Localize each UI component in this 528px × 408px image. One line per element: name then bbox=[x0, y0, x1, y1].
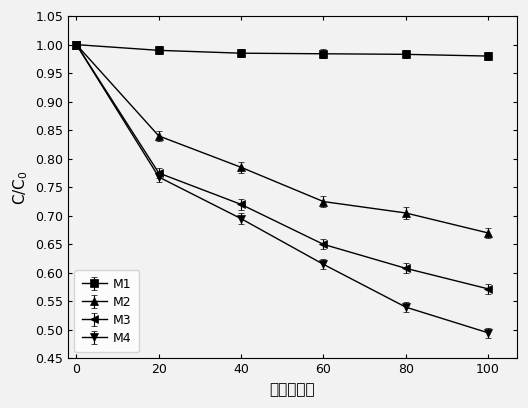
Y-axis label: C/C$_0$: C/C$_0$ bbox=[11, 170, 30, 205]
X-axis label: 时间（分）: 时间（分） bbox=[270, 382, 315, 397]
Legend: M1, M2, M3, M4: M1, M2, M3, M4 bbox=[74, 270, 139, 352]
